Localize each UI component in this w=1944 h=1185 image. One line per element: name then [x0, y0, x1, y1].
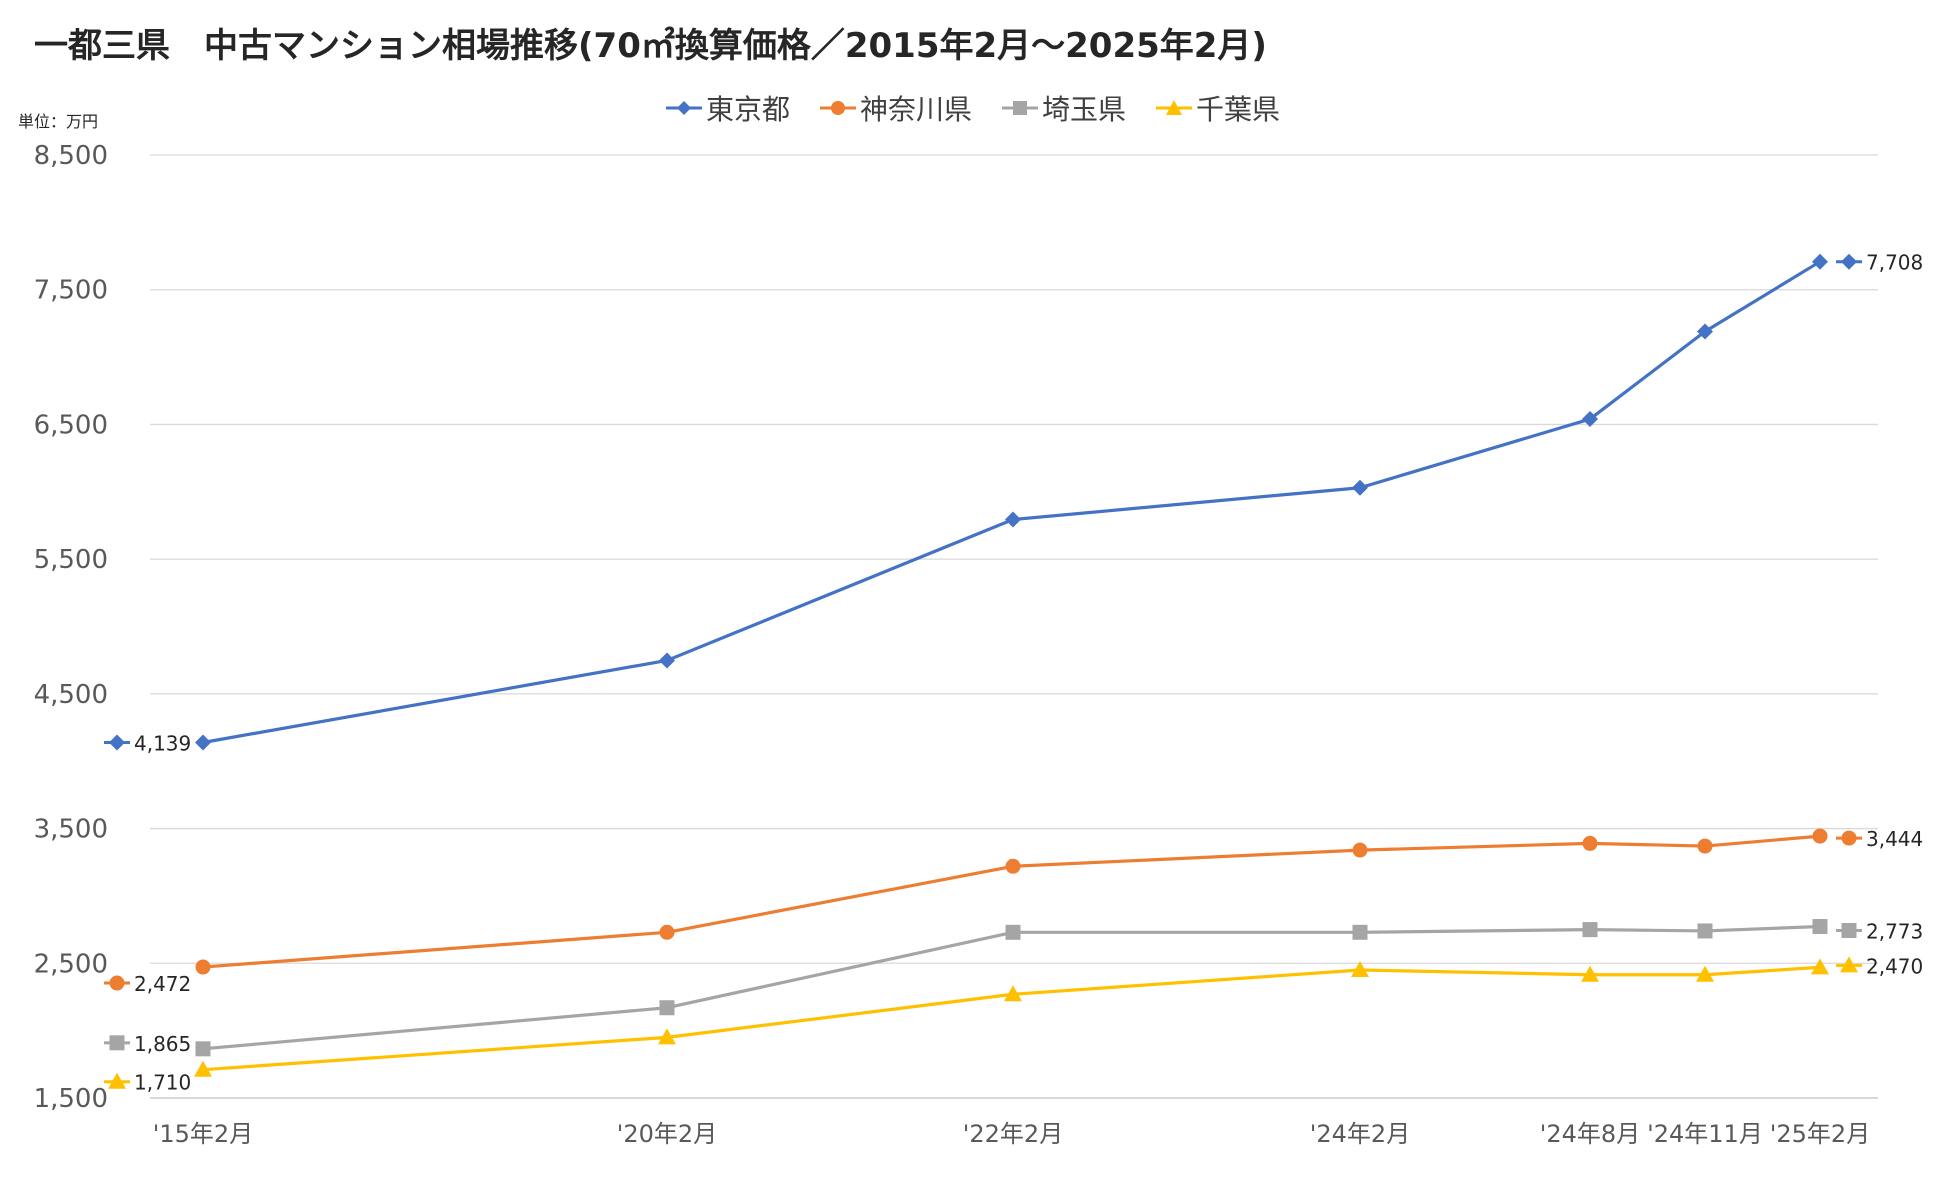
legend-item-saitama: 埼玉県 [1000, 88, 1126, 128]
series-line [202, 834, 1821, 969]
data-label: 1,865 [134, 1032, 191, 1056]
legend-item-kanagawa: 神奈川県 [818, 88, 972, 128]
label-marker [1841, 830, 1857, 846]
label-marker [108, 1072, 126, 1089]
data-label: 4,139 [134, 731, 191, 755]
data-point [1811, 958, 1829, 975]
data-point [1004, 985, 1022, 1002]
legend-marker-square-icon [1002, 101, 1038, 115]
legend-label: 東京都 [705, 93, 790, 126]
data-label: 1,710 [134, 1071, 191, 1095]
legend: 東京都 神奈川県 埼玉県 千葉県 [0, 88, 1944, 128]
legend-label: 千葉県 [1196, 93, 1281, 126]
data-point [1352, 924, 1368, 940]
series-line [202, 260, 1821, 745]
series-line [202, 965, 1821, 1072]
x-tick-label: '24年11月 [1647, 1120, 1763, 1148]
data-point [1812, 828, 1828, 844]
x-tick-label: '22年2月 [963, 1120, 1063, 1148]
x-tick-label: '24年2月 [1310, 1120, 1410, 1148]
data-point [1581, 965, 1599, 982]
y-tick-label: 7,500 [34, 276, 108, 306]
data-point [659, 1000, 675, 1016]
data-point [1697, 923, 1713, 939]
chart-title: 一都三県 中古マンション相場推移(70㎡換算価格／2015年2月～2025年2月… [34, 26, 1267, 66]
y-tick-label: 2,500 [34, 949, 108, 979]
x-tick-label: '20年2月 [617, 1120, 717, 1148]
data-point [1697, 838, 1713, 854]
data-point [659, 652, 675, 669]
legend-marker-circle-icon [819, 101, 856, 115]
data-point [1352, 842, 1368, 858]
data-point [194, 1060, 212, 1077]
label-marker [109, 734, 125, 751]
legend-label: 埼玉県 [1042, 93, 1127, 126]
x-tick-label: '24年8月 [1540, 1120, 1640, 1148]
data-point [659, 924, 675, 940]
data-point [1696, 965, 1714, 982]
x-tick-label: '25年2月 [1770, 1120, 1870, 1148]
legend-item-chiba: 千葉県 [1154, 88, 1280, 128]
legend-label: 神奈川県 [859, 93, 972, 126]
data-label: 7,708 [1866, 251, 1923, 275]
data-label: 2,470 [1866, 954, 1923, 978]
label-marker [1840, 956, 1858, 973]
data-point [195, 734, 211, 751]
legend-item-tokyo: 東京都 [664, 88, 790, 128]
y-tick-label: 4,500 [34, 680, 108, 710]
y-tick-label: 5,500 [34, 545, 108, 575]
data-point [658, 1028, 676, 1045]
data-point [1005, 858, 1021, 874]
y-tick-label: 3,500 [34, 815, 108, 845]
data-point [1005, 924, 1021, 940]
data-point [1582, 835, 1598, 851]
label-marker [109, 1035, 125, 1051]
x-tick-label: '15年2月 [153, 1120, 253, 1148]
data-point [1812, 253, 1828, 270]
y-tick-label: 6,500 [34, 410, 108, 440]
data-point [1582, 922, 1598, 938]
data-label: 2,773 [1866, 920, 1923, 944]
data-point [1351, 961, 1369, 978]
series-line [202, 924, 1821, 1051]
data-point [195, 959, 211, 975]
legend-marker-diamond-icon [665, 101, 702, 115]
data-point [1697, 323, 1713, 340]
label-marker [1841, 923, 1857, 939]
data-label: 3,444 [1866, 827, 1923, 851]
legend-marker-triangle-icon [1156, 100, 1193, 115]
y-tick-label: 1,500 [34, 1084, 108, 1114]
y-tick-label: 8,500 [34, 141, 108, 171]
data-point [1582, 411, 1598, 428]
label-marker [109, 975, 125, 991]
unit-label: 単位：万円 [18, 112, 99, 131]
data-point [1812, 919, 1828, 935]
data-label: 2,472 [134, 972, 191, 996]
data-point [195, 1041, 211, 1057]
data-point [1005, 511, 1021, 528]
data-point [1352, 479, 1368, 496]
label-marker [1841, 253, 1857, 270]
